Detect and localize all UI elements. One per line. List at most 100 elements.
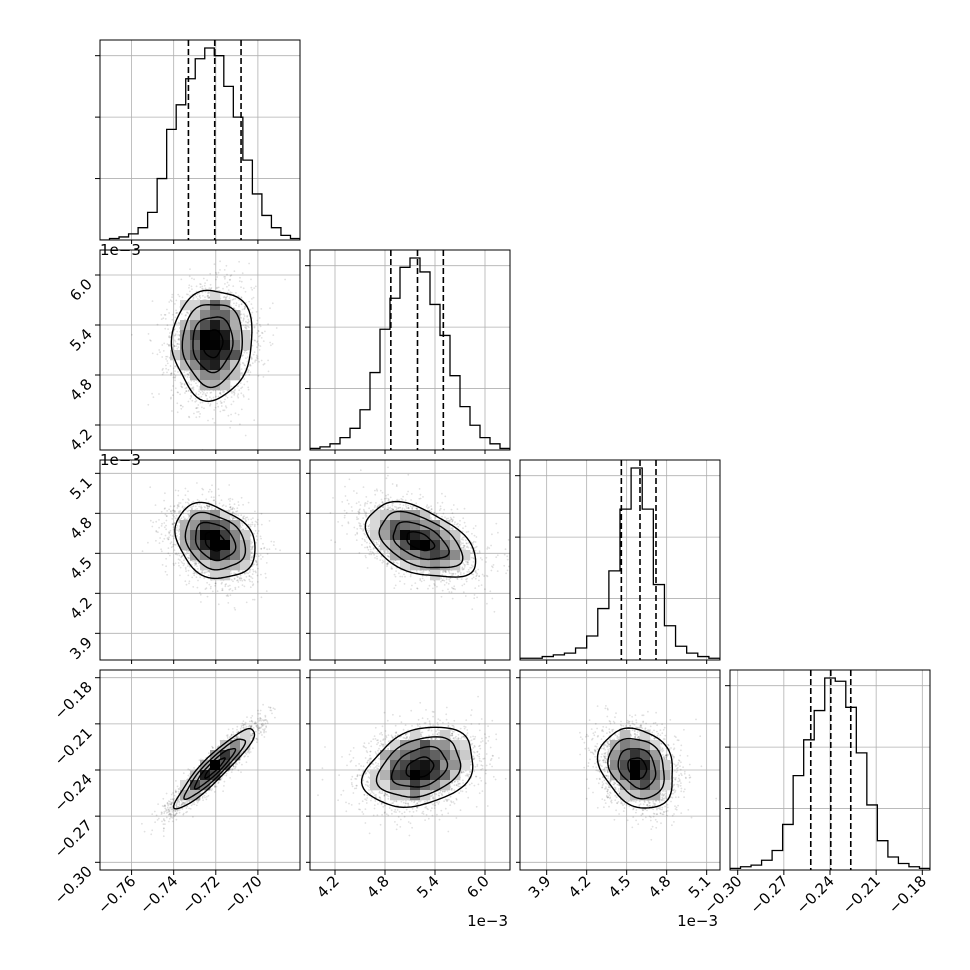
density-cell bbox=[370, 520, 381, 531]
density-cell bbox=[400, 740, 411, 751]
density-cell bbox=[460, 740, 471, 751]
density-cell bbox=[220, 360, 231, 371]
density-cell bbox=[200, 330, 211, 341]
histogram-panel-0 bbox=[95, 39, 301, 241]
contour-1 bbox=[192, 316, 234, 374]
density-cell bbox=[410, 540, 421, 551]
density-cell bbox=[220, 740, 231, 751]
panel-frame bbox=[99, 39, 301, 241]
density-cell bbox=[410, 760, 421, 771]
density-cell bbox=[180, 350, 191, 361]
density-cell bbox=[400, 540, 411, 551]
density-cell bbox=[220, 320, 231, 331]
density-cell bbox=[430, 520, 441, 531]
density-cell bbox=[640, 790, 651, 801]
y-tick-label: −0.30 bbox=[51, 862, 96, 907]
scatter-panel-0-2 bbox=[99, 459, 301, 661]
density-cell bbox=[210, 540, 221, 551]
density-cell bbox=[180, 340, 191, 351]
density-layer bbox=[141, 482, 281, 611]
density-cell bbox=[390, 530, 401, 541]
density-cell bbox=[230, 560, 241, 571]
y-offset-text: 1e−3 bbox=[100, 241, 141, 259]
density-cell bbox=[200, 540, 211, 551]
density-cell bbox=[390, 520, 401, 531]
contour-1 bbox=[390, 745, 449, 788]
density-cell bbox=[210, 330, 221, 341]
density-cell bbox=[190, 520, 201, 531]
density-cell bbox=[220, 750, 231, 761]
density-cell bbox=[440, 770, 451, 781]
density-cell bbox=[630, 760, 641, 771]
contour-0 bbox=[405, 756, 435, 778]
density-cell bbox=[440, 530, 451, 541]
density-cell bbox=[210, 290, 221, 301]
density-layer bbox=[131, 260, 286, 450]
density-cell bbox=[190, 300, 201, 311]
density-cell bbox=[180, 330, 191, 341]
density-cell bbox=[380, 510, 391, 521]
density-cell bbox=[380, 760, 391, 771]
histogram-panel-3 bbox=[725, 669, 931, 871]
density-cell bbox=[390, 740, 401, 751]
density-cell bbox=[210, 520, 221, 531]
density-cell bbox=[220, 310, 231, 321]
density-cell bbox=[190, 360, 201, 371]
density-cell bbox=[410, 780, 421, 791]
contour-2 bbox=[378, 510, 464, 569]
y-axis-1: 4.2 4.8 5.4 6.01e−3 bbox=[66, 241, 141, 455]
density-cell bbox=[440, 560, 451, 571]
density-cell bbox=[410, 550, 421, 561]
density-cell bbox=[210, 560, 221, 571]
density-cell bbox=[450, 550, 461, 561]
contour-1 bbox=[193, 748, 237, 790]
density-cell bbox=[420, 750, 431, 761]
density-cell bbox=[230, 350, 241, 361]
density-cell bbox=[200, 350, 211, 361]
x-tick-label: 4.8 bbox=[363, 872, 393, 902]
density-cell bbox=[210, 320, 221, 331]
density-cell bbox=[430, 740, 441, 751]
density-cell bbox=[200, 310, 211, 321]
density-cell bbox=[440, 730, 451, 741]
density-cell bbox=[620, 750, 631, 761]
density-cell bbox=[220, 550, 231, 561]
contour-3 bbox=[174, 501, 256, 580]
density-cell bbox=[440, 550, 451, 561]
x-tick-label: 4.2 bbox=[565, 872, 595, 902]
density-cell bbox=[630, 790, 641, 801]
density-cell bbox=[220, 510, 231, 521]
density-cell bbox=[200, 520, 211, 531]
contour-3 bbox=[170, 289, 253, 403]
contour-2 bbox=[375, 736, 462, 798]
contour-0 bbox=[204, 757, 226, 779]
density-cell bbox=[630, 780, 641, 791]
density-cell bbox=[390, 770, 401, 781]
x-tick-label: 3.9 bbox=[525, 872, 555, 902]
density-cell bbox=[420, 540, 431, 551]
density-cell bbox=[170, 350, 181, 361]
density-cell bbox=[190, 340, 201, 351]
density-cell bbox=[230, 750, 241, 761]
density-cell bbox=[640, 730, 651, 741]
panel-frame bbox=[309, 459, 511, 661]
density-cell bbox=[440, 750, 451, 761]
histogram-step-0 bbox=[100, 47, 300, 240]
density-cell bbox=[210, 310, 221, 321]
density-cell bbox=[430, 780, 441, 791]
x-axis-3: −0.30 −0.27 −0.24 −0.21 −0.18 bbox=[700, 870, 930, 917]
density-cell bbox=[400, 510, 411, 521]
histogram-step-2 bbox=[520, 467, 720, 660]
y-tick-label: 4.8 bbox=[66, 375, 96, 405]
density-cell bbox=[190, 550, 201, 561]
density-cell bbox=[210, 380, 221, 391]
density-cell bbox=[200, 780, 211, 791]
density-cell bbox=[460, 750, 471, 761]
density-cell bbox=[430, 750, 441, 761]
density-cell bbox=[220, 330, 231, 341]
scatter-panel-0-1 bbox=[99, 249, 301, 451]
density-cell bbox=[400, 560, 411, 571]
histogram-step-3 bbox=[730, 677, 930, 870]
density-cell bbox=[390, 510, 401, 521]
contour-3 bbox=[360, 726, 474, 809]
